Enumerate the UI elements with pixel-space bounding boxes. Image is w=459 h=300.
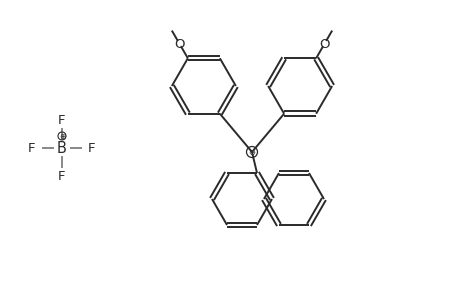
- Text: F: F: [58, 113, 66, 127]
- Text: ⊕: ⊕: [59, 131, 65, 140]
- Text: F: F: [28, 142, 36, 154]
- Text: O: O: [174, 38, 185, 51]
- Text: ⊕: ⊕: [248, 148, 255, 157]
- Text: B: B: [57, 140, 67, 155]
- Text: F: F: [58, 169, 66, 182]
- Text: F: F: [88, 142, 95, 154]
- Text: O: O: [318, 38, 329, 51]
